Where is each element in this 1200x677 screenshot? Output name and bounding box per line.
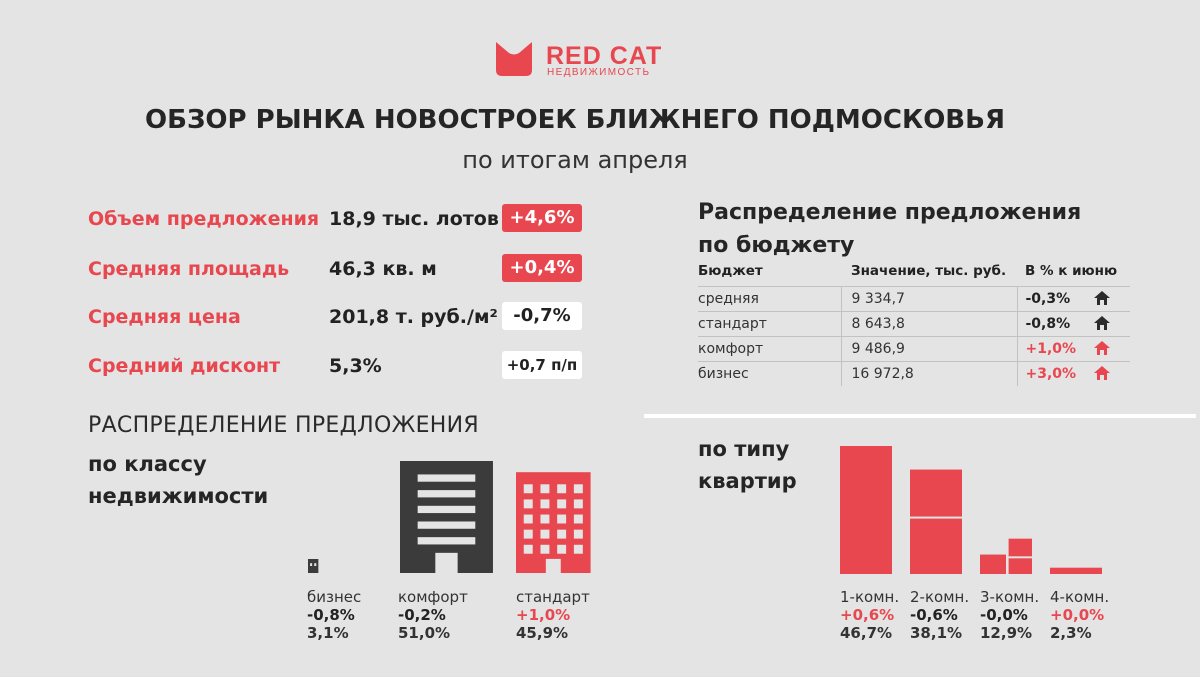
budget-row: комфорт 9 486,9 +1,0% [698, 335, 1130, 361]
apt-title-line: квартир [698, 469, 797, 493]
apt-section-title: по типу квартир [698, 433, 797, 497]
budget-row: стандарт 8 643,8 -0,8% [698, 310, 1130, 336]
apt-label-share: 2,3% [1050, 624, 1092, 642]
kpi-label: Средняя площадь [88, 258, 290, 280]
kpi-value: 46,3 кв. м [329, 258, 437, 280]
apt-label: 2-комн. -0,6% 38,1% [910, 588, 969, 642]
apt-label-name: 4-комн. [1050, 588, 1110, 606]
kpi-row: Средний дисконт 5,3% +0,7 п/п [88, 349, 598, 389]
class-label-change: -0,8% [307, 606, 355, 624]
apt-bar [980, 538, 1032, 574]
budget-change: +3,0% [1017, 360, 1130, 386]
home-icon [1093, 315, 1110, 330]
class-subtitle-line: недвижимости [88, 484, 269, 508]
kpi-change-badge: +0,7 п/п [502, 351, 582, 379]
section-divider [644, 414, 1196, 418]
budget-segment: бизнес [698, 360, 842, 386]
kpi-change-badge: +4,6% [502, 204, 582, 232]
class-label: бизнес -0,8% 3,1% [307, 588, 361, 642]
apt-label-share: 12,9% [980, 624, 1033, 642]
class-section-subtitle: по классу недвижимости [88, 448, 268, 512]
budget-title-line: Распределение предложения [698, 200, 1082, 225]
budget-value: 8 643,8 [841, 310, 1018, 336]
class-label-name: стандарт [516, 588, 590, 606]
budget-header-cell: Бюджет [698, 262, 763, 279]
class-label-name: бизнес [307, 588, 362, 606]
class-section-title: РАСПРЕДЕЛЕНИЕ ПРЕДЛОЖЕНИЯ [88, 413, 479, 438]
budget-header-cell: Значение, тыс. руб. [851, 262, 1007, 279]
apt-label-name: 2-комн. [910, 588, 970, 606]
kpi-label: Средний дисконт [88, 355, 281, 377]
budget-change-text: -0,3% [1025, 290, 1071, 307]
page-title: ОБЗОР РЫНКА НОВОСТРОЕК БЛИЖНЕГО ПОДМОСКО… [145, 105, 1005, 135]
budget-change-text: +1,0% [1025, 340, 1077, 357]
budget-segment: комфорт [698, 335, 842, 361]
budget-segment: средняя [698, 285, 842, 311]
apt-label-change: -0,0% [980, 606, 1028, 624]
budget-header-row: Бюджет Значение, тыс. руб. В % к июню [698, 262, 1130, 286]
kpi-row: Объем предложения 18,9 тыс. лотов +4,6% [88, 202, 598, 242]
kpi-change-badge: -0,7% [502, 302, 582, 330]
class-label-change: -0,2% [398, 606, 446, 624]
budget-value: 9 334,7 [841, 285, 1018, 311]
class-label-change: +1,0% [516, 606, 571, 624]
kpi-label: Средняя цена [88, 306, 241, 328]
kpi-value: 18,9 тыс. лотов [329, 208, 499, 230]
kpi-value: 201,8 т. руб./м² [329, 306, 498, 328]
home-icon [1093, 290, 1110, 305]
apt-bar [910, 469, 962, 574]
class-bar-building [308, 559, 319, 573]
budget-segment: стандарт [698, 310, 842, 336]
red-cat-logo-icon [496, 42, 532, 76]
budget-change-text: -0,8% [1025, 315, 1071, 332]
page-subtitle: по итогам апреля [462, 146, 688, 174]
apt-label-name: 1-комн. [840, 588, 900, 606]
apt-label-name: 3-комн. [980, 588, 1040, 606]
budget-change: -0,3% [1017, 285, 1130, 311]
budget-change: +1,0% [1017, 335, 1130, 361]
apt-bar [840, 446, 892, 574]
class-label-name: комфорт [398, 588, 468, 606]
apt-label-change: +0,6% [840, 606, 895, 624]
budget-header-cell: В % к июню [1025, 262, 1118, 279]
class-subtitle-line: по классу [88, 452, 207, 476]
budget-change: -0,8% [1017, 310, 1130, 336]
brand-subtitle: НЕДВИЖИМОСТЬ [547, 67, 651, 78]
apt-label: 4-комн. +0,0% 2,3% [1050, 588, 1109, 642]
budget-value: 16 972,8 [841, 360, 1018, 386]
apt-title-line: по типу [698, 437, 790, 461]
class-label-share: 45,9% [516, 624, 569, 642]
home-icon [1093, 340, 1110, 355]
class-label: комфорт -0,2% 51,0% [398, 588, 468, 642]
class-label-share: 3,1% [307, 624, 349, 642]
budget-table: Бюджет Значение, тыс. руб. В % к июню ср… [698, 262, 1130, 386]
budget-change-text: +3,0% [1025, 365, 1077, 382]
apt-bar [1050, 567, 1102, 574]
apt-label-share: 46,7% [840, 624, 893, 642]
apt-label-share: 38,1% [910, 624, 963, 642]
apt-label: 3-комн. -0,0% 12,9% [980, 588, 1039, 642]
budget-row: бизнес 16 972,8 +3,0% [698, 360, 1130, 386]
apt-chart [840, 446, 1102, 574]
class-bar-building [516, 472, 591, 573]
kpi-label: Объем предложения [88, 208, 320, 230]
class-chart [308, 461, 591, 573]
kpi-value: 5,3% [329, 355, 382, 377]
budget-row: средняя 9 334,7 -0,3% [698, 285, 1130, 311]
apt-label-change: +0,0% [1050, 606, 1105, 624]
apt-label: 1-комн. +0,6% 46,7% [840, 588, 899, 642]
class-label-share: 51,0% [398, 624, 451, 642]
kpi-change-badge: +0,4% [502, 254, 582, 282]
budget-value: 9 486,9 [841, 335, 1018, 361]
kpi-row: Средняя площадь 46,3 кв. м +0,4% [88, 252, 598, 292]
home-icon [1093, 365, 1110, 380]
kpi-row: Средняя цена 201,8 т. руб./м² -0,7% [88, 300, 598, 340]
budget-title: Распределение предложения по бюджету [698, 196, 1081, 262]
class-bar-building [400, 461, 493, 573]
budget-title-line: по бюджету [698, 233, 855, 258]
apt-label-change: -0,6% [910, 606, 958, 624]
brand-name: RED CAT [546, 42, 663, 70]
class-label: стандарт +1,0% 45,9% [516, 588, 590, 642]
